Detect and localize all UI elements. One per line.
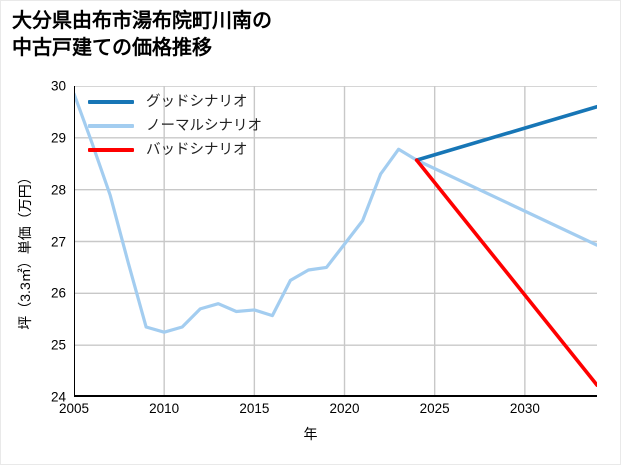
legend-swatch-icon — [88, 124, 134, 128]
y-tick-label: 25 — [50, 337, 66, 353]
x-tick-label: 2020 — [329, 401, 360, 416]
x-tick-label: 2010 — [149, 401, 180, 416]
grid-lines — [74, 86, 597, 397]
legend-label: バッドシナリオ — [146, 141, 248, 158]
y-axis-label-container: 坪（3.3㎡）単価（万円） — [10, 80, 40, 400]
x-axis-label: 年 — [303, 426, 318, 442]
plot-area — [74, 86, 597, 397]
legend-label: グッドシナリオ — [146, 93, 248, 110]
chart-title: 大分県由布市湯布院町川南の 中古戸建ての価格推移 — [12, 10, 272, 59]
series-line-good — [414, 104, 597, 162]
chart-legend: グッドシナリオ ノーマルシナリオ バッドシナリオ — [88, 90, 262, 162]
plot-svg — [74, 86, 597, 397]
series-line-bad — [414, 158, 597, 387]
x-tick-label: 2005 — [58, 401, 90, 416]
legend-item[interactable]: ノーマルシナリオ — [88, 114, 262, 138]
x-tick-label: 2015 — [239, 401, 270, 416]
y-tick-label: 30 — [50, 78, 66, 94]
y-axis-label: 坪（3.3㎡）単価（万円） — [17, 170, 33, 330]
y-tick-label: 29 — [50, 130, 66, 146]
series-lines — [74, 92, 597, 387]
y-tick-label: 27 — [50, 234, 66, 249]
y-tick-label: 26 — [50, 285, 66, 301]
legend-item[interactable]: バッドシナリオ — [88, 138, 262, 162]
legend-item[interactable]: グッドシナリオ — [88, 90, 262, 114]
series-line-normal — [74, 92, 597, 334]
legend-swatch-icon — [88, 148, 134, 152]
x-tick-label: 2030 — [509, 401, 540, 416]
y-tick-label: 28 — [50, 182, 66, 198]
y-tick-label: 24 — [50, 389, 66, 405]
legend-swatch-icon — [88, 100, 134, 104]
x-tick-label: 2025 — [419, 401, 450, 416]
legend-label: ノーマルシナリオ — [146, 117, 262, 134]
